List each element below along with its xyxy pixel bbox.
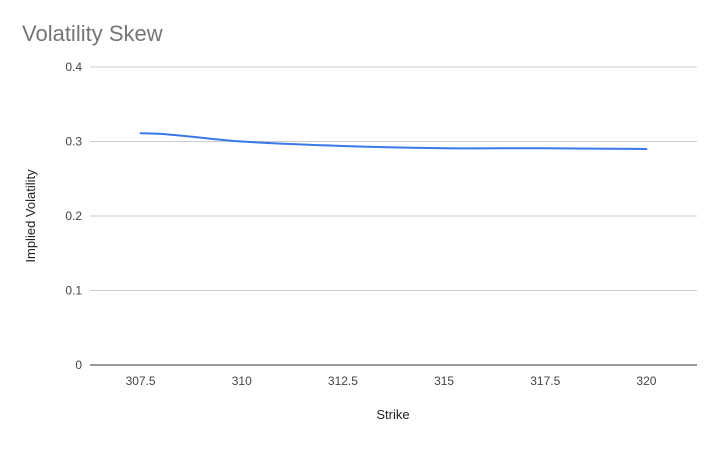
y-tick-label: 0.2	[65, 209, 82, 223]
x-tick-label: 307.5	[126, 374, 156, 388]
data-point	[544, 147, 547, 150]
y-tick-label: 0.4	[65, 60, 82, 74]
y-tick-label: 0.1	[65, 284, 82, 298]
x-tick-label: 320	[636, 374, 656, 388]
y-tick-label: 0	[75, 358, 82, 372]
y-axis-label: Implied Volatility	[23, 169, 38, 263]
x-axis-label: Strike	[376, 407, 409, 422]
data-point	[139, 132, 142, 135]
x-tick-label: 315	[434, 374, 454, 388]
chart-title: Volatility Skew	[22, 21, 163, 46]
data-point	[240, 140, 243, 143]
y-tick-label: 0.3	[65, 135, 82, 149]
data-point	[443, 147, 446, 150]
x-tick-label: 310	[232, 374, 252, 388]
series-line	[140, 132, 647, 150]
data-point	[341, 144, 344, 147]
x-tick-label: 317.5	[530, 374, 560, 388]
x-tick-label: 312.5	[328, 374, 358, 388]
data-point	[645, 147, 648, 150]
